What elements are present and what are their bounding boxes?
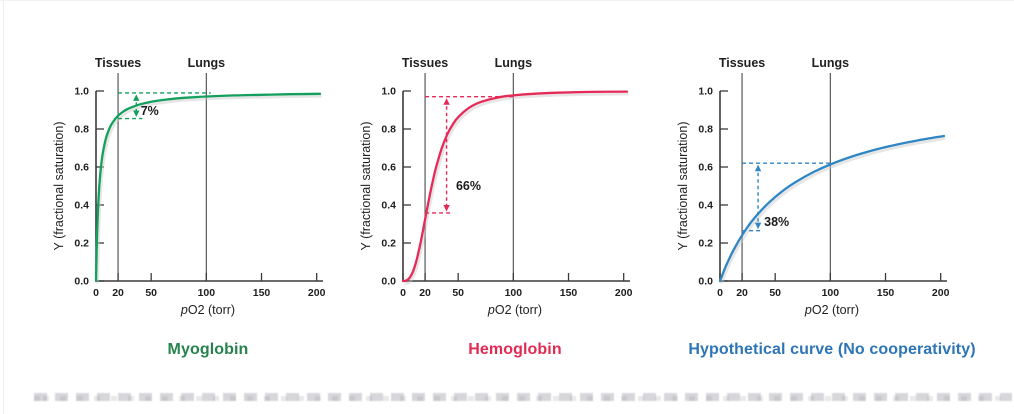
y-tick-label: 0.6 (698, 162, 713, 174)
x-tick-label: 0 (400, 287, 406, 299)
x-tick-label: 100 (505, 287, 523, 299)
difference-percentage-label: 7% (141, 104, 159, 118)
arrowhead-down-icon (133, 110, 140, 118)
x-tick-label: 100 (198, 287, 216, 299)
y-axis-label: Y (fractional saturation) (676, 122, 690, 251)
arrowhead-down-icon (443, 204, 450, 212)
y-tick-label: 0.6 (74, 162, 89, 174)
chart-title-myoglobin: Myoglobin (167, 341, 249, 358)
difference-percentage-label: 66% (456, 179, 481, 193)
hemoglobin-curve-shadow (404, 92, 629, 285)
arrowhead-down-icon (754, 222, 762, 230)
marker-label-tissues: Tissues (402, 56, 448, 70)
y-tick-label: 0.8 (381, 124, 396, 136)
x-tick-label: 50 (769, 287, 781, 299)
marker-label-tissues: Tissues (719, 56, 765, 70)
x-axis-label: pO2 (torr) (804, 303, 859, 317)
y-tick-label: 0.8 (74, 124, 89, 136)
y-tick-label: 0.2 (74, 238, 89, 250)
x-tick-label: 150 (877, 287, 895, 299)
arrowhead-up-icon (754, 164, 762, 172)
x-axis-label: pO2 (torr) (180, 303, 235, 317)
y-tick-label: 0.0 (74, 276, 89, 288)
cropped-text-remnant (34, 393, 1012, 401)
x-axis-label: pO2 (torr) (487, 303, 542, 317)
y-tick-label: 0.0 (381, 276, 396, 288)
x-tick-label: 200 (308, 287, 326, 299)
myoglobin-curve-shadow (96, 94, 322, 284)
x-tick-label: 150 (253, 287, 271, 299)
myoglobin-curve (94, 92, 322, 283)
myoglobin-plot: Tissues Lungs 0 20 50 100 150 200 0.0 0.2 0.4 0.6 0.… (52, 56, 326, 317)
chart-hemoglobin: Tissues Lungs 0 20 50 100 150 200 0.0 0.2 0.4 0.6 0.… (353, 51, 653, 331)
hypothetical-curve (718, 134, 946, 283)
arrowhead-up-icon (133, 94, 140, 101)
y-axis-label: Y (fractional saturation) (359, 122, 373, 251)
chart-hypothetical: Tissues Lungs 0 20 50 100 150 200 0.0 0.2 0.4 0.6 0.… (670, 51, 970, 331)
y-tick-label: 0.4 (381, 200, 396, 212)
y-tick-label: 0.6 (381, 162, 396, 174)
y-axis-label: Y (fractional saturation) (52, 122, 66, 251)
x-tick-label: 20 (112, 287, 124, 299)
x-tick-label: 50 (452, 287, 464, 299)
x-tick-label: 0 (717, 287, 723, 299)
x-tick-label: 50 (145, 287, 157, 299)
top-edge-line (0, 0, 1014, 1)
difference-percentage-label: 38% (764, 215, 789, 229)
hypothetical-plot: Tissues Lungs 0 20 50 100 150 200 0.0 0.2 0.4 0.6 0.… (676, 56, 950, 317)
x-tick-label: 20 (736, 287, 748, 299)
x-tick-label: 150 (560, 287, 578, 299)
marker-label-lungs: Lungs (188, 56, 226, 70)
chart-title-hemoglobin: Hemoglobin (468, 341, 562, 358)
y-tick-label: 1.0 (74, 86, 89, 98)
marker-label-lungs: Lungs (495, 56, 533, 70)
left-edge-line (3, 0, 4, 414)
y-tick-label: 0.0 (698, 276, 713, 288)
chart-myoglobin: Tissues Lungs 0 20 50 100 150 200 0.0 0.2 0.4 0.6 0.… (46, 51, 346, 331)
x-tick-label: 200 (615, 287, 633, 299)
chart-title-hypothetical: Hypothetical curve (No cooperativity) (688, 341, 976, 358)
x-tick-label: 200 (932, 287, 950, 299)
arrowhead-up-icon (443, 98, 450, 105)
y-tick-label: 1.0 (698, 86, 713, 98)
y-tick-label: 0.2 (698, 238, 713, 250)
y-tick-label: 0.4 (74, 200, 89, 212)
x-tick-label: 20 (419, 287, 431, 299)
y-tick-label: 1.0 (381, 86, 396, 98)
hemoglobin-curve (401, 90, 629, 283)
x-tick-label: 100 (822, 287, 840, 299)
y-tick-label: 0.8 (698, 124, 713, 136)
hemoglobin-plot: Tissues Lungs 0 20 50 100 150 200 0.0 0.2 0.4 0.6 0.… (359, 56, 633, 317)
hypothetical-curve-shadow (720, 137, 946, 284)
x-tick-label: 0 (93, 287, 99, 299)
marker-label-lungs: Lungs (812, 56, 850, 70)
marker-label-tissues: Tissues (95, 56, 141, 70)
y-tick-label: 0.4 (698, 200, 713, 212)
y-tick-label: 0.2 (381, 238, 396, 250)
